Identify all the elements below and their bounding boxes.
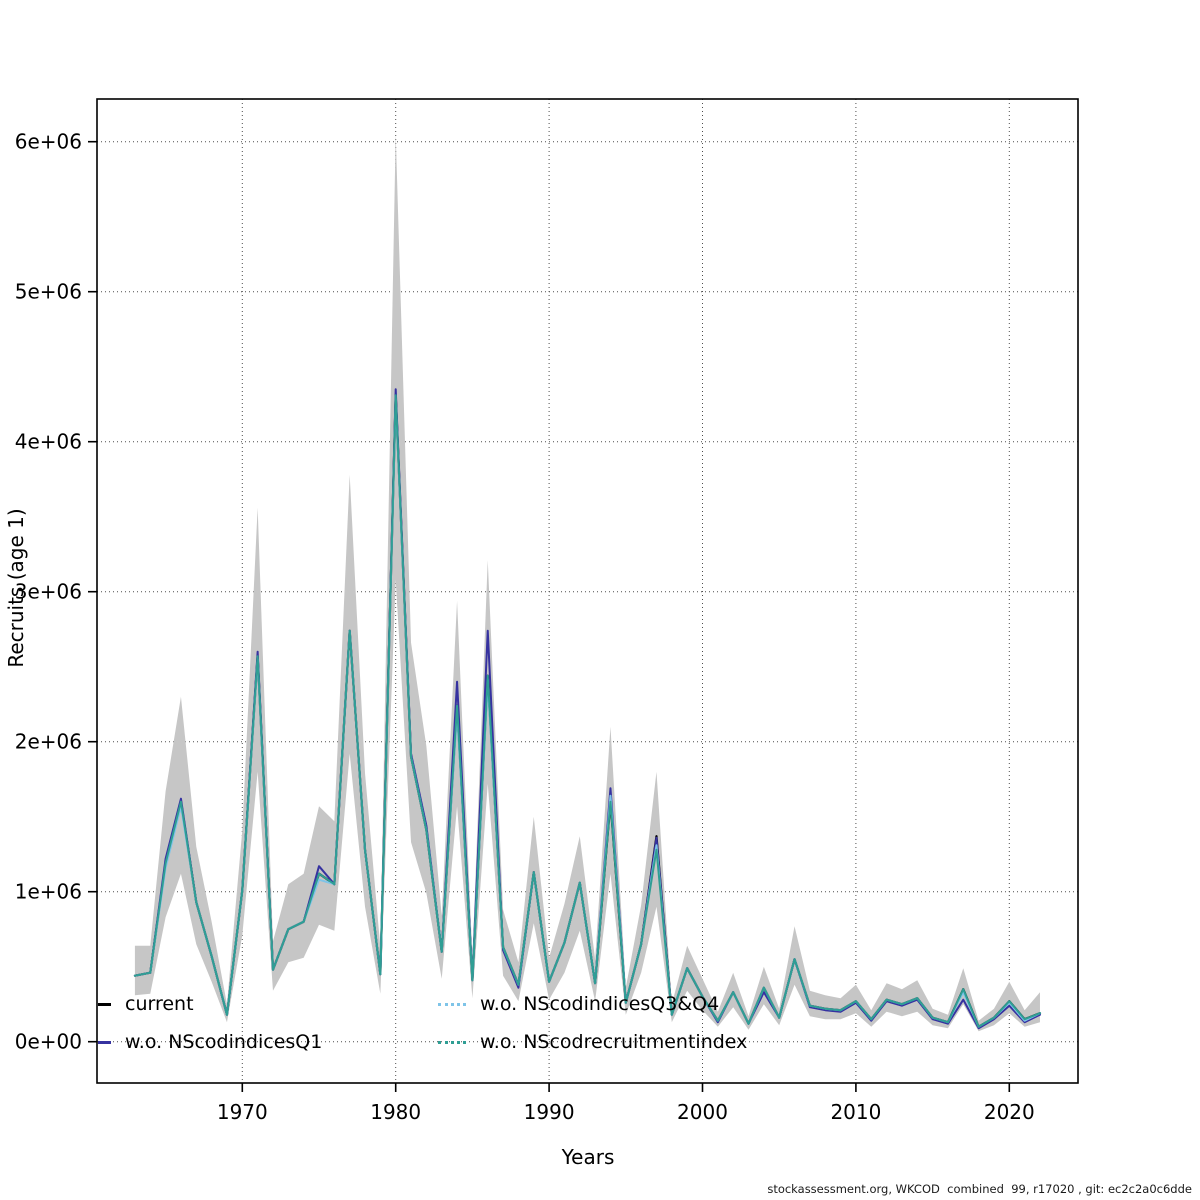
legend-line-sample-recridx: [438, 1040, 466, 1044]
legend-line-sample-q1: [98, 1040, 111, 1044]
y-tick-label: 4e+06: [15, 430, 82, 454]
legend-label: w.o. NScodindicesQ1: [125, 1031, 323, 1053]
x-tick-label: 1970: [217, 1100, 268, 1124]
legend-label: w.o. NScodrecruitmentindex: [480, 1031, 748, 1053]
confidence-band: [134, 134, 1040, 1032]
x-tick-label: 2020: [984, 1100, 1035, 1124]
x-tick-label: 1980: [370, 1100, 421, 1124]
legend-item-wo-nscodrecruitmentindex: w.o. NScodrecruitmentindex: [438, 1031, 747, 1053]
y-tick-label: 1e+06: [15, 880, 82, 904]
y-tick-label: 2e+06: [15, 730, 82, 754]
y-tick-label: 3e+06: [15, 580, 82, 604]
x-tick-label: 2000: [677, 1100, 728, 1124]
y-tick-label: 5e+06: [15, 280, 82, 304]
legend-item-current: current: [98, 993, 194, 1015]
legend-item-wo-nscodindicesq1: w.o. NScodindicesQ1: [98, 1031, 322, 1053]
legend-line-sample-current: [98, 1002, 111, 1006]
y-tick-label: 6e+06: [15, 130, 82, 154]
legend-label: w.o. NScodindicesQ3&Q4: [480, 993, 720, 1015]
legend-item-wo-nscodindicesq3q4: w.o. NScodindicesQ3&Q4: [438, 993, 719, 1015]
y-axis-title: Recruits (age 1): [4, 508, 28, 668]
x-tick-label: 2010: [830, 1100, 881, 1124]
y-tick-label: 0e+00: [15, 1030, 82, 1054]
legend-line-sample-q3q4: [438, 1002, 466, 1006]
x-axis-title: Years: [561, 1145, 615, 1169]
x-tick-label: 1990: [524, 1100, 575, 1124]
footer-provenance-text: stockassessment.org, WKCOD combined 99, …: [767, 1182, 1192, 1196]
series-line-3: [133, 394, 1041, 1028]
legend-label: current: [125, 993, 194, 1015]
